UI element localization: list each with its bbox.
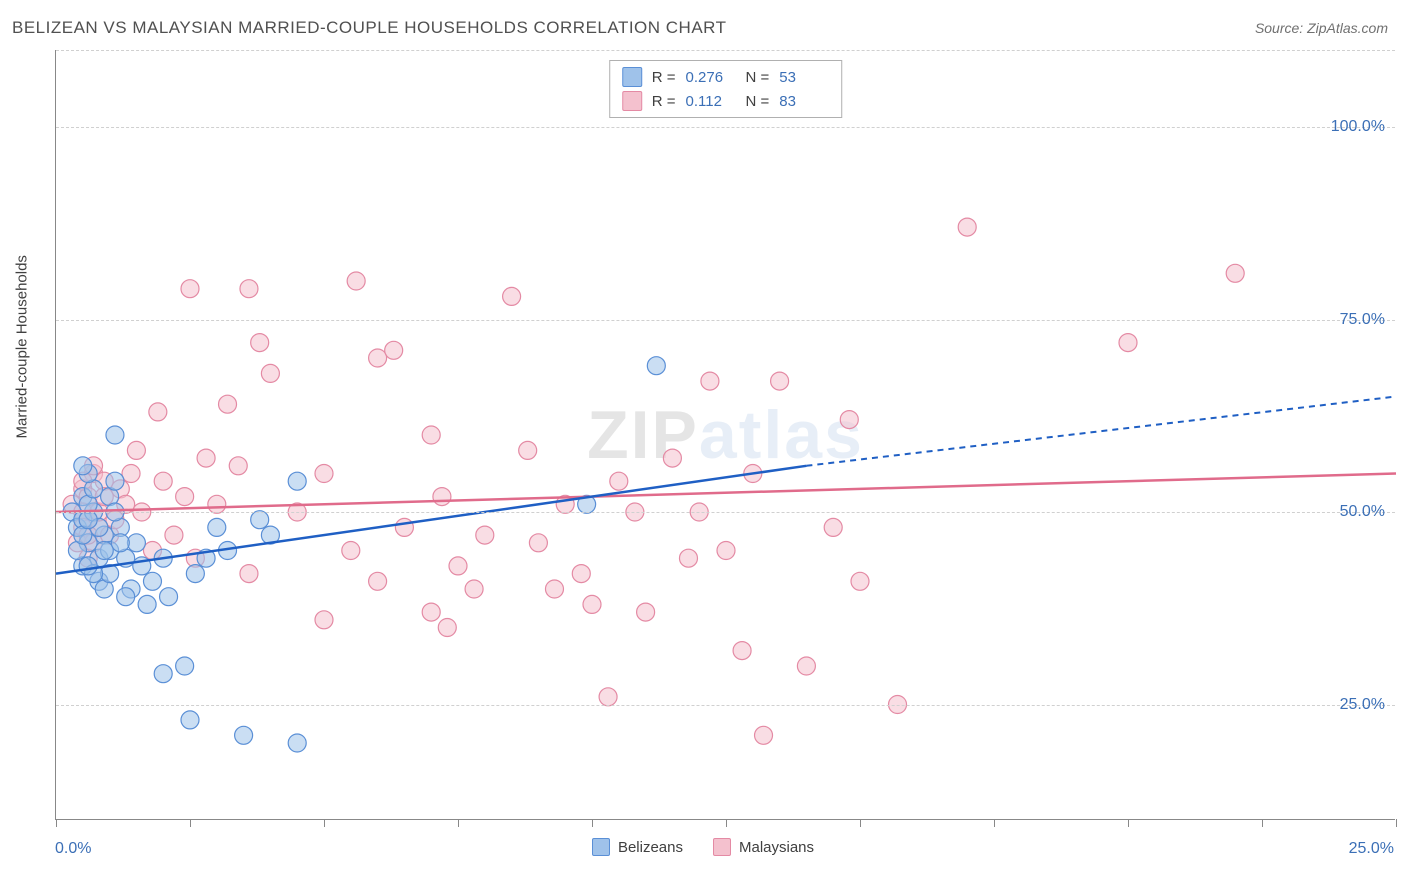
- chart-plot-area: ZIPatlas R = 0.276 N = 53 R = 0.112 N = …: [55, 50, 1395, 820]
- series-legend: Belizeans Malaysians: [0, 838, 1406, 856]
- n-value-b: 53: [779, 69, 829, 86]
- legend-label-belizeans: Belizeans: [618, 839, 683, 856]
- swatch-malaysians: [622, 91, 642, 111]
- swatch-belizeans: [622, 67, 642, 87]
- legend-item-belizeans: Belizeans: [592, 838, 683, 856]
- y-tick-label: 25.0%: [1340, 696, 1385, 714]
- legend-row-malaysians: R = 0.112 N = 83: [618, 89, 834, 113]
- legend-label-malaysians: Malaysians: [739, 839, 814, 856]
- header-row: BELIZEAN VS MALAYSIAN MARRIED-COUPLE HOU…: [12, 18, 1388, 38]
- source-label: Source: ZipAtlas.com: [1255, 20, 1388, 36]
- n-label-m: N =: [746, 93, 770, 110]
- legend-item-malaysians: Malaysians: [713, 838, 814, 856]
- y-tick-label: 75.0%: [1340, 311, 1385, 329]
- y-tick-label: 100.0%: [1331, 118, 1385, 136]
- chart-title: BELIZEAN VS MALAYSIAN MARRIED-COUPLE HOU…: [12, 18, 727, 38]
- legend-row-belizeans: R = 0.276 N = 53: [618, 65, 834, 89]
- y-tick-label: 50.0%: [1340, 503, 1385, 521]
- r-label-m: R =: [652, 93, 676, 110]
- n-label-b: N =: [746, 69, 770, 86]
- r-value-b: 0.276: [686, 69, 736, 86]
- correlation-legend-box: R = 0.276 N = 53 R = 0.112 N = 83: [609, 60, 843, 118]
- legend-swatch-malaysians: [713, 838, 731, 856]
- y-axis-title: Married-couple Households: [14, 255, 31, 438]
- r-value-m: 0.112: [686, 93, 736, 110]
- n-value-m: 83: [779, 93, 829, 110]
- r-label-b: R =: [652, 69, 676, 86]
- legend-swatch-belizeans: [592, 838, 610, 856]
